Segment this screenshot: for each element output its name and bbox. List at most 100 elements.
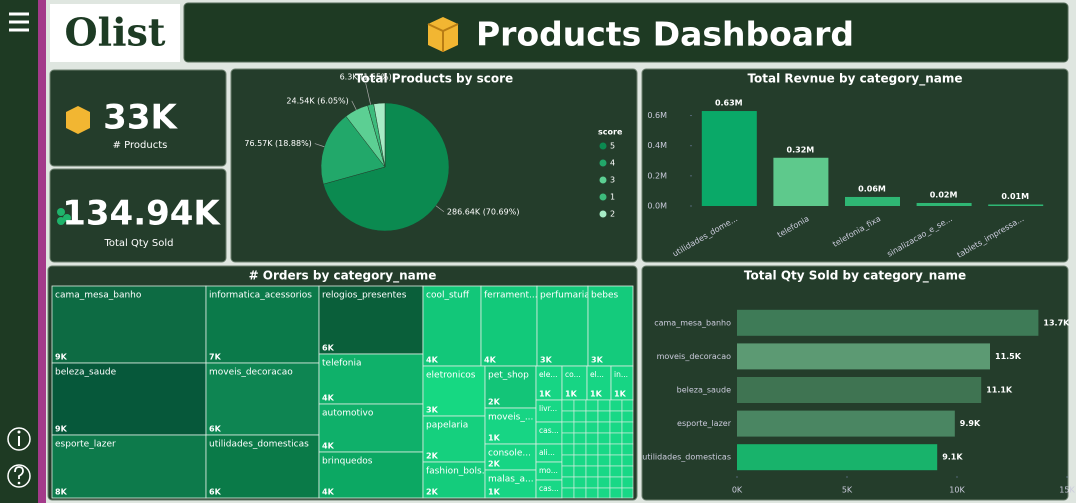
tile-label: brinquedos xyxy=(322,457,373,467)
y-tick-label: cama_mesa_banho xyxy=(654,318,731,327)
tile-value: 1K xyxy=(565,390,578,399)
small-tile xyxy=(561,399,575,412)
treemap-tile xyxy=(484,407,537,445)
treemap-tile xyxy=(51,434,207,499)
small-tile xyxy=(573,454,587,467)
small-tile xyxy=(573,421,587,434)
treemap-tile xyxy=(205,285,320,364)
tile-value: 9K xyxy=(55,353,68,362)
data-label: 13.7K xyxy=(1043,318,1070,327)
tile-value: 1K xyxy=(590,390,603,399)
data-label: 286.64K (70.69%) xyxy=(447,207,520,216)
bar xyxy=(773,157,829,206)
kpi-card xyxy=(49,69,227,167)
small-tile xyxy=(585,443,599,456)
y-tick-label: beleza_saude xyxy=(677,386,731,395)
chart-title: Total Qty Sold by category_name xyxy=(744,269,966,284)
bar xyxy=(737,444,938,471)
tile-label: cas... xyxy=(539,484,559,493)
data-label: 24.54K (6.05%) xyxy=(286,96,348,105)
bar xyxy=(737,410,955,437)
tile-label: livr... xyxy=(539,404,557,413)
tile-label: utilidades_domesticas xyxy=(209,440,309,450)
kpi-label: Total Qty Sold xyxy=(103,238,173,249)
treemap-tile xyxy=(536,285,589,367)
kpi-icon xyxy=(57,208,71,225)
tile-label: in... xyxy=(614,370,628,379)
small-tile xyxy=(597,454,611,467)
legend-label: 4 xyxy=(610,159,615,168)
legend-swatch xyxy=(599,142,607,150)
tile-label: perfumaria xyxy=(540,291,590,301)
data-label: 11.5K xyxy=(995,352,1022,361)
small-tile xyxy=(585,476,599,489)
tile-label: moveis_... xyxy=(488,413,533,423)
y-tick-label: 0.0M xyxy=(647,202,667,211)
data-label: 76.57K (18.88%) xyxy=(244,139,311,148)
pie-slice xyxy=(323,102,450,232)
small-tile xyxy=(597,487,611,499)
small-tile xyxy=(585,432,599,445)
x-tick-label: 10K xyxy=(949,486,965,495)
tile-value: 6K xyxy=(209,488,222,497)
small-tile xyxy=(597,421,611,434)
legend-title: score xyxy=(598,128,623,137)
bar xyxy=(737,309,1039,336)
tile-label: pet_shop xyxy=(488,371,529,381)
tile-label: moveis_decoracao xyxy=(209,368,293,378)
small-tile xyxy=(609,454,623,467)
help-icon[interactable] xyxy=(7,464,31,488)
small-tile xyxy=(597,465,611,478)
small-tile xyxy=(609,410,623,423)
kpi-card xyxy=(49,168,227,263)
tile-label: bebes xyxy=(591,291,619,301)
tile-value: 1K xyxy=(488,434,501,443)
menu-icon[interactable] xyxy=(9,12,29,32)
legend-label: 1 xyxy=(610,193,615,202)
small-tile xyxy=(573,476,587,489)
treemap-tile xyxy=(586,365,612,401)
tile-label: ali... xyxy=(539,448,555,457)
tile-label: cama_mesa_banho xyxy=(55,291,142,301)
small-tile xyxy=(621,487,634,499)
tile-value: 8K xyxy=(55,488,68,497)
logo-box xyxy=(50,4,180,62)
small-tile xyxy=(585,454,599,467)
tile-label: cas... xyxy=(539,426,559,435)
bar xyxy=(916,202,972,206)
small-tile xyxy=(597,399,611,412)
small-tile xyxy=(609,465,623,478)
small-tile xyxy=(561,421,575,434)
info-icon[interactable] xyxy=(7,427,31,451)
bar xyxy=(845,196,900,206)
data-label: 6.3K (1.55%) xyxy=(340,73,392,82)
leader-line xyxy=(351,100,357,110)
pie-slice xyxy=(373,102,386,168)
small-tile xyxy=(609,487,623,499)
small-tile xyxy=(621,421,634,434)
tile-value: 4K xyxy=(322,442,335,451)
small-tile xyxy=(561,443,575,456)
tile-value: 6K xyxy=(209,425,222,434)
tile-value: 4K xyxy=(322,394,335,403)
tile-value: 7K xyxy=(209,353,222,362)
small-tile xyxy=(621,476,634,489)
data-label: 0.01M xyxy=(1001,192,1029,201)
x-tick-label: 15K xyxy=(1059,486,1075,495)
bar xyxy=(737,377,982,403)
tile-value: 4K xyxy=(484,356,497,365)
tile-value: 9K xyxy=(55,425,68,434)
x-tick-label: 5K xyxy=(842,486,853,495)
legend-swatch xyxy=(599,176,607,184)
small-tile xyxy=(609,443,623,456)
kpi-value: 134.94K xyxy=(62,194,221,234)
small-tile xyxy=(597,410,611,423)
tile-label: fashion_bols... xyxy=(426,467,490,477)
chart-title: # Orders by category_name xyxy=(249,269,437,284)
y-tick-label: esporte_lazer xyxy=(677,419,732,428)
sidebar xyxy=(0,0,38,503)
tile-label: el... xyxy=(590,370,604,379)
small-tile xyxy=(573,399,587,412)
tile-label: cool_stuff xyxy=(426,291,470,301)
